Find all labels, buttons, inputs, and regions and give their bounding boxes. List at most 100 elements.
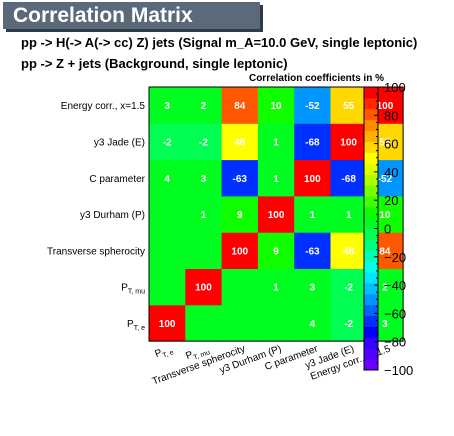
cell-value-label: 10	[379, 210, 391, 221]
cell-value-label: 55	[379, 137, 391, 148]
colorbar-bin	[364, 315, 378, 327]
colorbar-bin	[364, 152, 378, 164]
heatmap-cell	[257, 232, 295, 269]
cell-value-label: 100	[159, 319, 176, 330]
colorbar-bin	[364, 337, 378, 349]
heatmap-cell	[185, 304, 223, 342]
cell-value-label: -52	[305, 101, 320, 112]
heatmap-cell	[221, 87, 259, 124]
chart-title: Correlation coefficients in %	[249, 73, 384, 84]
cell-value-label: 3	[310, 283, 316, 294]
cell-value-label: -63	[233, 174, 248, 185]
cell-value-label: 1	[310, 210, 316, 221]
cell-value-label: -63	[305, 246, 320, 257]
heatmap-cell	[185, 159, 223, 197]
signal-description: pp -> H(-> A(-> cc) Z) jets (Signal m_A=…	[21, 35, 418, 50]
heatmap-cell	[257, 159, 295, 197]
cell-value-label: 4	[310, 319, 316, 330]
colorbar-bin	[364, 250, 378, 262]
x-tick-label: PT, e	[154, 344, 175, 362]
heatmap-cell	[294, 268, 331, 306]
y-tick-label: C parameter	[89, 174, 145, 185]
heatmap-cell	[149, 268, 186, 306]
y-tick-label: Energy corr., x=1.5	[61, 101, 146, 112]
colorbar-bin	[364, 163, 378, 175]
cell-value-label: 3	[382, 319, 388, 330]
colorbar-bin	[364, 293, 378, 306]
cell-value-label: 100	[231, 246, 248, 257]
heatmap-cell	[330, 268, 368, 306]
colorbar-bin	[364, 195, 378, 208]
colorbar-tick-label: 100	[384, 80, 406, 95]
heatmap-cell	[149, 195, 186, 233]
cell-value-label: 10	[270, 101, 282, 112]
cell-value-label: 3	[201, 174, 207, 185]
colorbar-tick-label: 80	[384, 108, 398, 123]
cell-value-label: -2	[344, 283, 353, 294]
colorbar-bin	[364, 239, 378, 251]
heatmap-cell	[185, 268, 223, 306]
heatmap-cell	[294, 304, 331, 342]
colorbar-bin	[364, 206, 378, 219]
colorbar-bin	[364, 282, 378, 295]
colorbar-bin	[364, 261, 378, 273]
cell-value-label: 100	[340, 137, 357, 148]
heatmap-cell	[185, 195, 223, 233]
cell-value-label: 1	[346, 210, 352, 221]
colorbar-bin	[364, 87, 378, 99]
cell-value-label: 9	[273, 246, 279, 257]
cell-value-label: -2	[163, 137, 172, 148]
cell-value-label: -68	[341, 174, 356, 185]
heatmap-cell	[257, 87, 295, 124]
colorbar-bin	[364, 348, 378, 360]
cell-value-label: 84	[379, 246, 391, 257]
colorbar-tick-label: −20	[384, 250, 406, 265]
heatmap-cell	[185, 87, 223, 124]
colorbar-tick-label: 40	[384, 165, 398, 180]
heatmap-cell	[149, 159, 186, 197]
plot-frame	[148, 86, 404, 342]
y-tick-label: y3 Durham (P)	[80, 210, 145, 221]
colorbar-bin	[364, 130, 378, 142]
heatmap-cell	[149, 304, 186, 342]
heatmap-cell	[257, 123, 295, 161]
colorbar-bin	[364, 119, 378, 132]
heatmap-cell	[257, 268, 295, 306]
cell-value-label: 1	[201, 210, 207, 221]
heatmap-cell	[221, 232, 259, 269]
heatmap-cell	[149, 123, 186, 161]
heatmap-cell	[294, 159, 331, 197]
heatmap-cell	[294, 232, 331, 269]
colorbar-bin	[364, 326, 378, 338]
heatmap-cell	[294, 123, 331, 161]
cell-value-label: 48	[343, 246, 355, 257]
cell-value-label: 1	[273, 137, 279, 148]
colorbar-tick-label: −80	[384, 335, 406, 350]
y-tick-label: PT, mu	[121, 283, 145, 296]
heatmap-cell	[149, 232, 186, 269]
cell-value-label: 2	[382, 283, 388, 294]
colorbar-tick-label: 20	[384, 193, 398, 208]
cell-value-label: 1	[273, 174, 279, 185]
colorbar-tick-label: −40	[384, 278, 406, 293]
heatmap-cell	[149, 87, 186, 124]
heatmap-cell	[330, 87, 368, 124]
heatmap-cell	[330, 159, 368, 197]
colorbar-tick-label: −60	[384, 306, 406, 321]
colorbar-bin	[364, 97, 378, 110]
cell-value-label: 1	[273, 283, 279, 294]
colorbar-bin	[364, 141, 378, 153]
colorbar-tick-label: 0	[384, 222, 391, 237]
cell-value-label: -2	[199, 137, 208, 148]
cell-value-label: 84	[234, 101, 246, 112]
y-tick-label: y3 Jade (E)	[94, 137, 145, 148]
cell-value-label: 2	[201, 101, 207, 112]
background-description: pp -> Z + jets (Background, single lepto…	[21, 56, 288, 71]
colorbar-bin	[364, 272, 378, 284]
cell-value-label: -68	[305, 137, 320, 148]
cell-value-label: 100	[195, 283, 212, 294]
heatmap-cell	[221, 268, 259, 306]
cell-value-label: 4	[164, 174, 170, 185]
colorbar-tick-label: −100	[384, 363, 413, 378]
